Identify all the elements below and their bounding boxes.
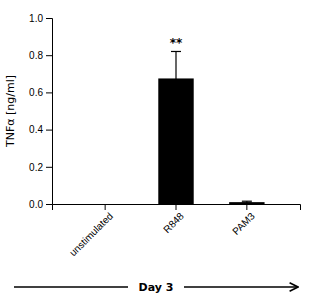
y-tick: 0.0 xyxy=(29,199,52,210)
x-tick-mark xyxy=(105,204,106,210)
error-bar xyxy=(242,201,252,203)
period-label: Day 3 xyxy=(139,281,174,294)
y-tick: 0.4 xyxy=(29,124,52,135)
x-tick: unstimulated xyxy=(67,204,115,258)
error-bar-cap xyxy=(242,201,252,202)
y-tick: 0.2 xyxy=(29,162,52,173)
y-tick-label: 0.8 xyxy=(29,50,43,61)
y-tick-label: 0.0 xyxy=(29,199,43,210)
y-tick: 1.0 xyxy=(29,13,52,24)
plot: 0.0 0.2 0.4 0.6 0.8 1.0 unstimulated R848 PAM3 TN… xyxy=(4,13,301,259)
y-axis-line xyxy=(46,19,53,205)
x-tick-label: unstimulated xyxy=(67,210,115,258)
error-bar xyxy=(171,51,181,105)
y-tick: 0.8 xyxy=(29,50,52,61)
y-tick-mark xyxy=(46,18,52,19)
period-arrow xyxy=(184,286,298,288)
y-tick-mark xyxy=(46,167,52,168)
x-tick-mark xyxy=(176,204,177,210)
y-tick-mark xyxy=(46,130,52,131)
error-bar-stem xyxy=(175,51,176,105)
x-axis: unstimulated R848 PAM3 xyxy=(53,204,301,258)
error-bar-cap xyxy=(171,105,181,106)
y-tick-mark xyxy=(46,204,52,205)
bar xyxy=(229,202,264,204)
y-axis: 0.0 0.2 0.4 0.6 0.8 1.0 xyxy=(29,13,52,210)
marks xyxy=(158,51,264,204)
y-tick-mark xyxy=(46,55,52,56)
x-tick-mark xyxy=(246,204,247,210)
y-tick-label: 1.0 xyxy=(29,13,43,24)
x-tick: R848 xyxy=(161,204,186,235)
x-axis-line xyxy=(53,205,301,211)
x-tick: PAM3 xyxy=(230,204,257,237)
y-tick-label: 0.4 xyxy=(29,124,43,135)
y-tick: 0.6 xyxy=(29,87,52,98)
x-tick-label: PAM3 xyxy=(230,210,257,237)
y-tick-label: 0.6 xyxy=(29,87,43,98)
y-axis-title: TNFα [ng/ml] xyxy=(4,75,17,148)
significance-marker: ** xyxy=(170,36,183,50)
y-tick-label: 0.2 xyxy=(29,162,43,173)
y-tick-mark xyxy=(46,92,52,93)
bar xyxy=(87,204,122,205)
chart: 0.0 0.2 0.4 0.6 0.8 1.0 unstimulated R848 PAM3 TN… xyxy=(0,0,312,301)
x-tick-label: R848 xyxy=(161,210,186,235)
error-bar-cap xyxy=(171,51,181,52)
error-bar-cap xyxy=(242,202,252,203)
period-line xyxy=(14,286,128,288)
